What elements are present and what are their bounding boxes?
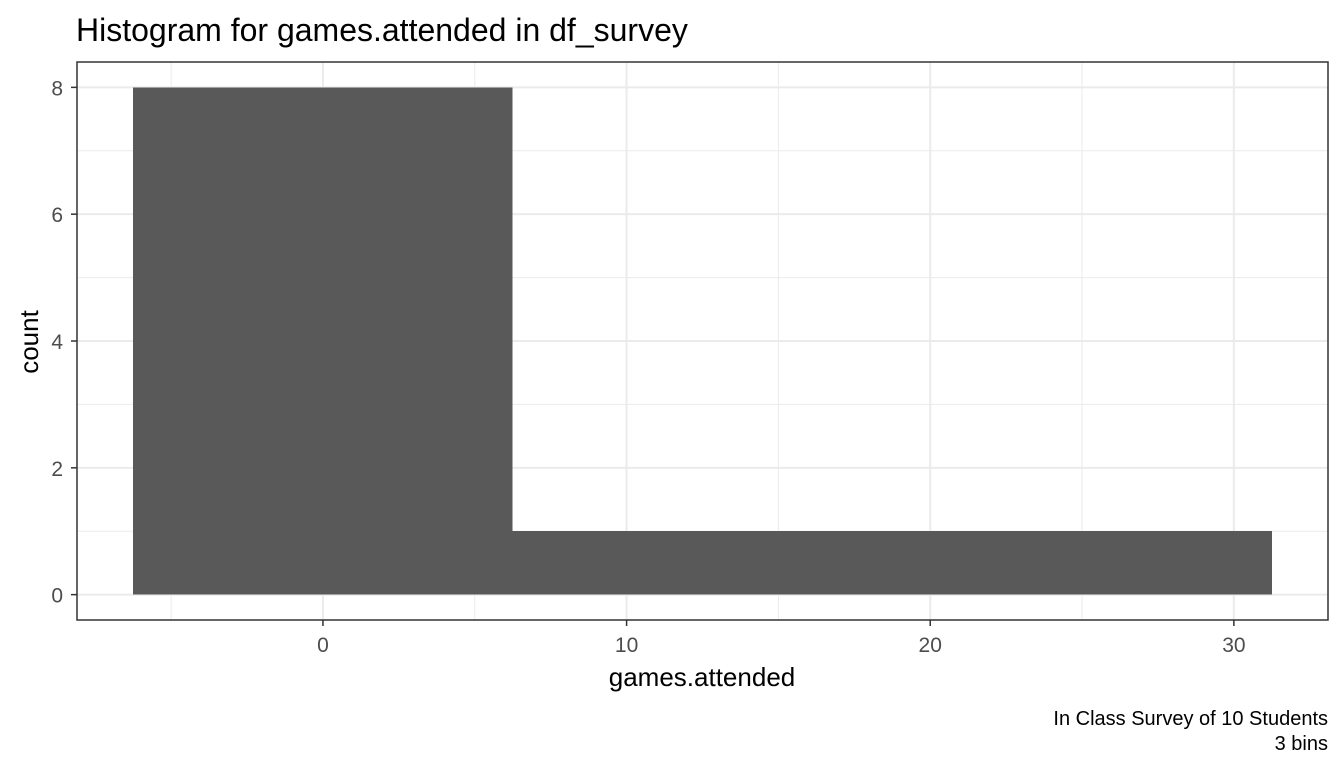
histogram-bar-2 bbox=[512, 531, 893, 595]
x-tick-label: 20 bbox=[919, 634, 942, 657]
caption-line-1: In Class Survey of 10 Students bbox=[1053, 708, 1328, 730]
caption-line-2: 3 bins bbox=[1275, 733, 1328, 755]
y-axis-title: count bbox=[14, 309, 44, 373]
chart-title: Histogram for games.attended in df_surve… bbox=[76, 12, 688, 48]
x-tick-label: 30 bbox=[1222, 634, 1245, 657]
x-axis-title: games.attended bbox=[609, 662, 795, 692]
x-tick-label: 10 bbox=[615, 634, 638, 657]
y-tick-label: 8 bbox=[51, 77, 63, 100]
y-tick-label: 4 bbox=[51, 331, 63, 354]
y-tick-label: 6 bbox=[51, 204, 63, 227]
histogram-bars bbox=[133, 87, 1272, 595]
y-tick-label: 2 bbox=[51, 458, 63, 481]
x-tick-label: 0 bbox=[317, 634, 329, 657]
y-tick-label: 0 bbox=[51, 585, 63, 608]
histogram-bar-3 bbox=[892, 531, 1272, 595]
axis-ticks: 0 10 20 30 0 2 4 6 8 bbox=[51, 77, 1245, 657]
histogram-bar-1 bbox=[133, 87, 513, 595]
